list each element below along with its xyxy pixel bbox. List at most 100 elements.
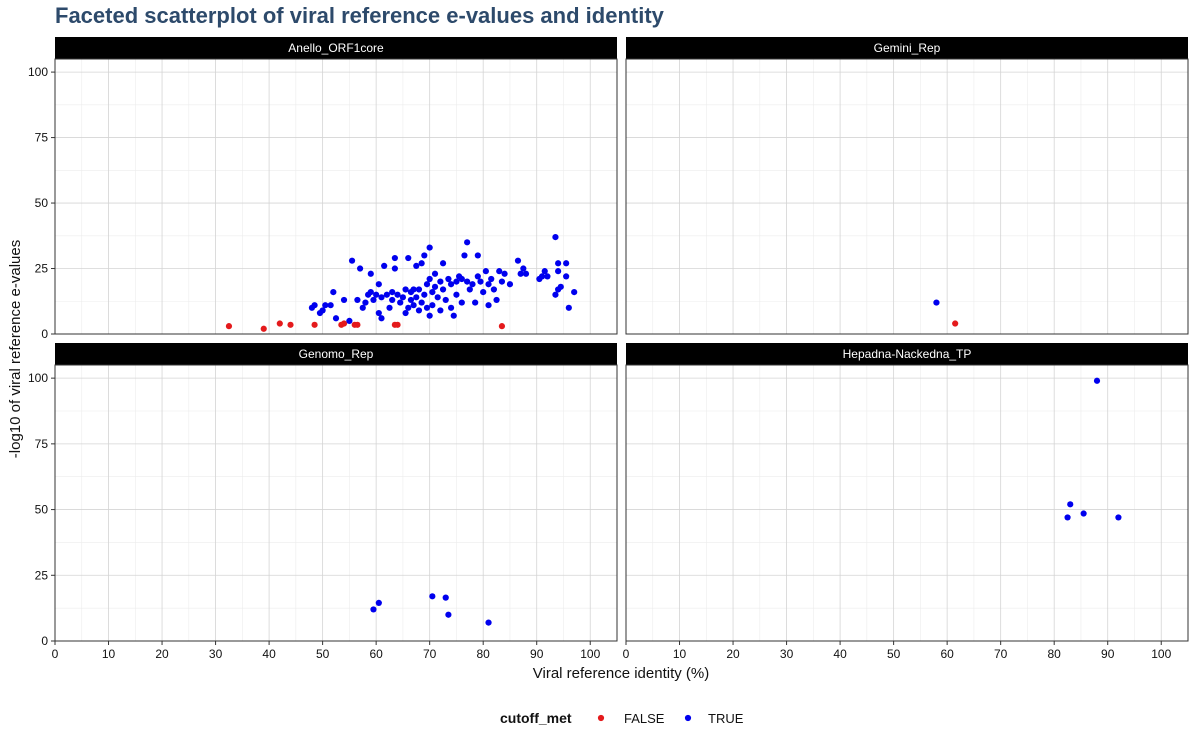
- data-point: [381, 262, 388, 270]
- data-point: [555, 268, 562, 275]
- x-tick-label: 50: [887, 647, 901, 661]
- x-tick-label: 0: [623, 647, 630, 661]
- x-tick-label: 50: [316, 647, 330, 661]
- data-point: [431, 270, 439, 277]
- data-point: [429, 288, 436, 296]
- data-point: [421, 291, 428, 298]
- data-point: [474, 273, 481, 280]
- data-point: [354, 296, 361, 304]
- data-point: [399, 294, 407, 301]
- data-point: [423, 304, 431, 311]
- data-point: [464, 278, 471, 285]
- data-point: [437, 278, 444, 285]
- data-point: [517, 270, 524, 277]
- data-point: [555, 260, 562, 267]
- x-tick-label: 70: [994, 647, 1008, 661]
- data-point: [466, 286, 473, 293]
- data-point: [276, 320, 283, 327]
- data-point: [319, 307, 326, 314]
- data-point: [426, 275, 433, 283]
- x-axis-title: Viral reference identity (%): [533, 665, 709, 682]
- x-tick-label: 80: [1048, 647, 1062, 661]
- data-point: [373, 291, 380, 298]
- data-point: [442, 296, 449, 304]
- x-tick-label: 10: [102, 647, 116, 661]
- data-point: [557, 283, 564, 290]
- data-point: [383, 291, 390, 298]
- data-point: [485, 619, 492, 626]
- data-point: [461, 252, 468, 259]
- data-point: [332, 315, 340, 322]
- data-point: [522, 270, 530, 277]
- data-point: [472, 299, 479, 306]
- data-point: [1115, 514, 1122, 521]
- x-tick-label: 70: [423, 647, 437, 661]
- data-point: [410, 302, 417, 309]
- data-point: [445, 275, 452, 283]
- x-tick-label: 90: [530, 647, 544, 661]
- data-point: [375, 281, 382, 288]
- data-point: [485, 281, 492, 288]
- data-point: [429, 593, 436, 600]
- x-tick-label: 80: [477, 647, 491, 661]
- x-tick-label: 100: [1151, 647, 1171, 661]
- facet-panel: Anello_ORF1core: [54, 37, 618, 335]
- data-point: [563, 260, 570, 267]
- panel-border: [625, 364, 1189, 642]
- data-point: [287, 321, 294, 328]
- x-tick-label: 20: [726, 647, 740, 661]
- x-tick-label: 90: [1101, 647, 1115, 661]
- data-point: [485, 302, 492, 309]
- data-point: [1093, 377, 1101, 384]
- data-point: [402, 309, 409, 317]
- data-point: [421, 252, 428, 259]
- data-point: [544, 273, 551, 280]
- panel-border: [54, 364, 618, 642]
- legend-label: FALSE: [624, 711, 665, 726]
- data-point: [464, 239, 471, 246]
- facet-strip: [626, 343, 1188, 365]
- data-point: [225, 323, 233, 330]
- facet-strip-label: Anello_ORF1core: [288, 41, 384, 55]
- data-point: [340, 320, 348, 327]
- data-point: [498, 323, 506, 330]
- data-point: [482, 268, 489, 275]
- data-point: [340, 296, 348, 304]
- x-tick-label: 10: [673, 647, 687, 661]
- data-point: [501, 270, 508, 277]
- panel-background: [55, 365, 617, 641]
- data-point: [552, 233, 559, 241]
- data-point: [431, 283, 439, 290]
- data-point: [506, 281, 514, 288]
- data-point: [1067, 501, 1074, 508]
- y-tick-label: 0: [41, 327, 48, 341]
- data-point: [520, 265, 527, 272]
- data-point: [346, 317, 353, 325]
- data-point: [415, 286, 423, 293]
- data-point: [327, 302, 334, 309]
- data-point: [565, 304, 572, 311]
- legend-title: cutoff_met: [500, 710, 572, 726]
- data-point: [362, 299, 369, 306]
- facet-strip: [626, 37, 1188, 59]
- panel-background: [626, 365, 1188, 641]
- data-point: [496, 268, 503, 275]
- y-tick-label: 25: [35, 568, 49, 582]
- data-point: [490, 286, 497, 293]
- data-point: [477, 278, 484, 285]
- y-tick-label: 100: [28, 65, 48, 79]
- data-point: [348, 257, 356, 264]
- x-tick-label: 30: [780, 647, 794, 661]
- x-tick-label: 60: [369, 647, 383, 661]
- data-point: [429, 302, 436, 309]
- data-point: [330, 288, 337, 296]
- data-point: [563, 273, 570, 280]
- data-point: [405, 304, 412, 311]
- data-point: [402, 286, 409, 293]
- data-point: [952, 320, 959, 327]
- y-tick-label: 0: [41, 634, 48, 648]
- data-point: [447, 281, 455, 288]
- x-tick-label: 100: [580, 647, 600, 661]
- y-tick-label: 25: [35, 262, 49, 276]
